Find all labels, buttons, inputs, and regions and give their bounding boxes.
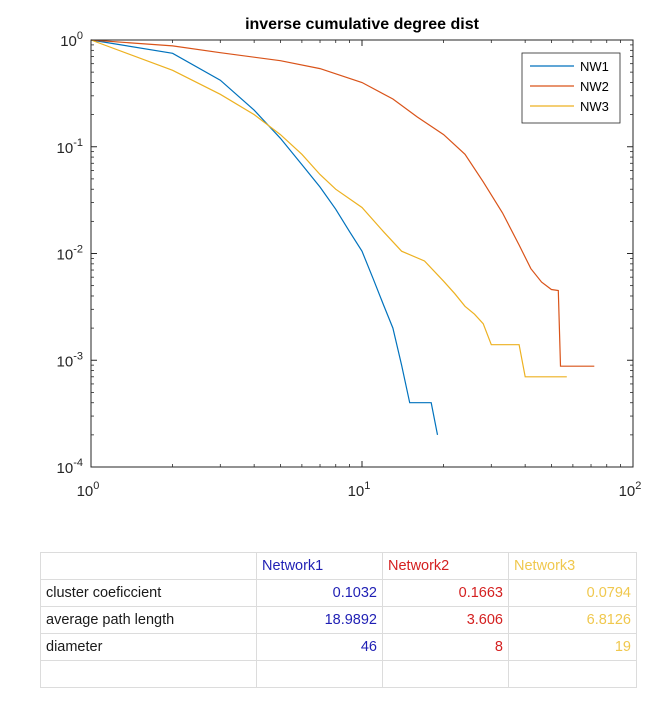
legend-label-nw1: NW1 [580,59,609,74]
series-line-nw3 [90,39,567,378]
header-cell-empty [40,552,257,580]
chart-title: inverse cumulative degree dist [245,16,480,33]
y-tick-label: 100 [60,30,83,50]
series-line-nw1 [90,39,439,436]
row-label: diameter [40,633,257,661]
x-tick-label: 102 [619,480,642,500]
row-label: cluster coeficcient [40,579,257,607]
chart-canvas: inverse cumulative degree dist 100 101 102… [57,16,642,500]
axis-ticks: 100 101 102 100 10-1 10-2 10-3 10-4 [57,30,642,500]
table-row-empty [40,660,637,688]
row-label: average path length [40,606,257,634]
empty-cell [382,660,509,688]
table-row-cluster: cluster coeficcient 0.1032 0.1663 0.0794 [40,579,637,607]
y-tick-label: 10-4 [57,457,83,477]
table-row-path-length: average path length 18.9892 3.606 6.8126 [40,606,637,634]
empty-cell [508,660,637,688]
header-network3: Network3 [508,552,637,580]
x-tick-label: 101 [348,480,371,500]
y-tick-label: 10-1 [57,137,83,157]
cell-network2: 3.606 [382,606,509,634]
table-header-row: Network1 Network2 Network3 [40,552,637,580]
x-tick-label: 100 [77,480,100,500]
empty-cell [40,660,257,688]
cell-network1: 18.9892 [256,606,383,634]
legend-label-nw2: NW2 [580,79,609,94]
header-network2: Network2 [382,552,509,580]
cell-network3: 6.8126 [508,606,637,634]
network-stats-table: Network1 Network2 Network3 cluster coefi… [40,552,637,688]
header-network1: Network1 [256,552,383,580]
cell-network1: 46 [256,633,383,661]
y-tick-label: 10-2 [57,244,83,264]
y-tick-label: 10-3 [57,350,83,370]
legend-label-nw3: NW3 [580,99,609,114]
legend-box [521,52,621,124]
cell-network2: 8 [382,633,509,661]
cell-network1: 0.1032 [256,579,383,607]
empty-cell [256,660,383,688]
legend: NW1 NW2 NW3 [521,52,621,124]
series-line-nw2 [90,39,595,367]
cell-network3: 19 [508,633,637,661]
cell-network3: 0.0794 [508,579,637,607]
table-row-diameter: diameter 46 8 19 [40,633,637,661]
series-layer [90,39,595,436]
cell-network2: 0.1663 [382,579,509,607]
